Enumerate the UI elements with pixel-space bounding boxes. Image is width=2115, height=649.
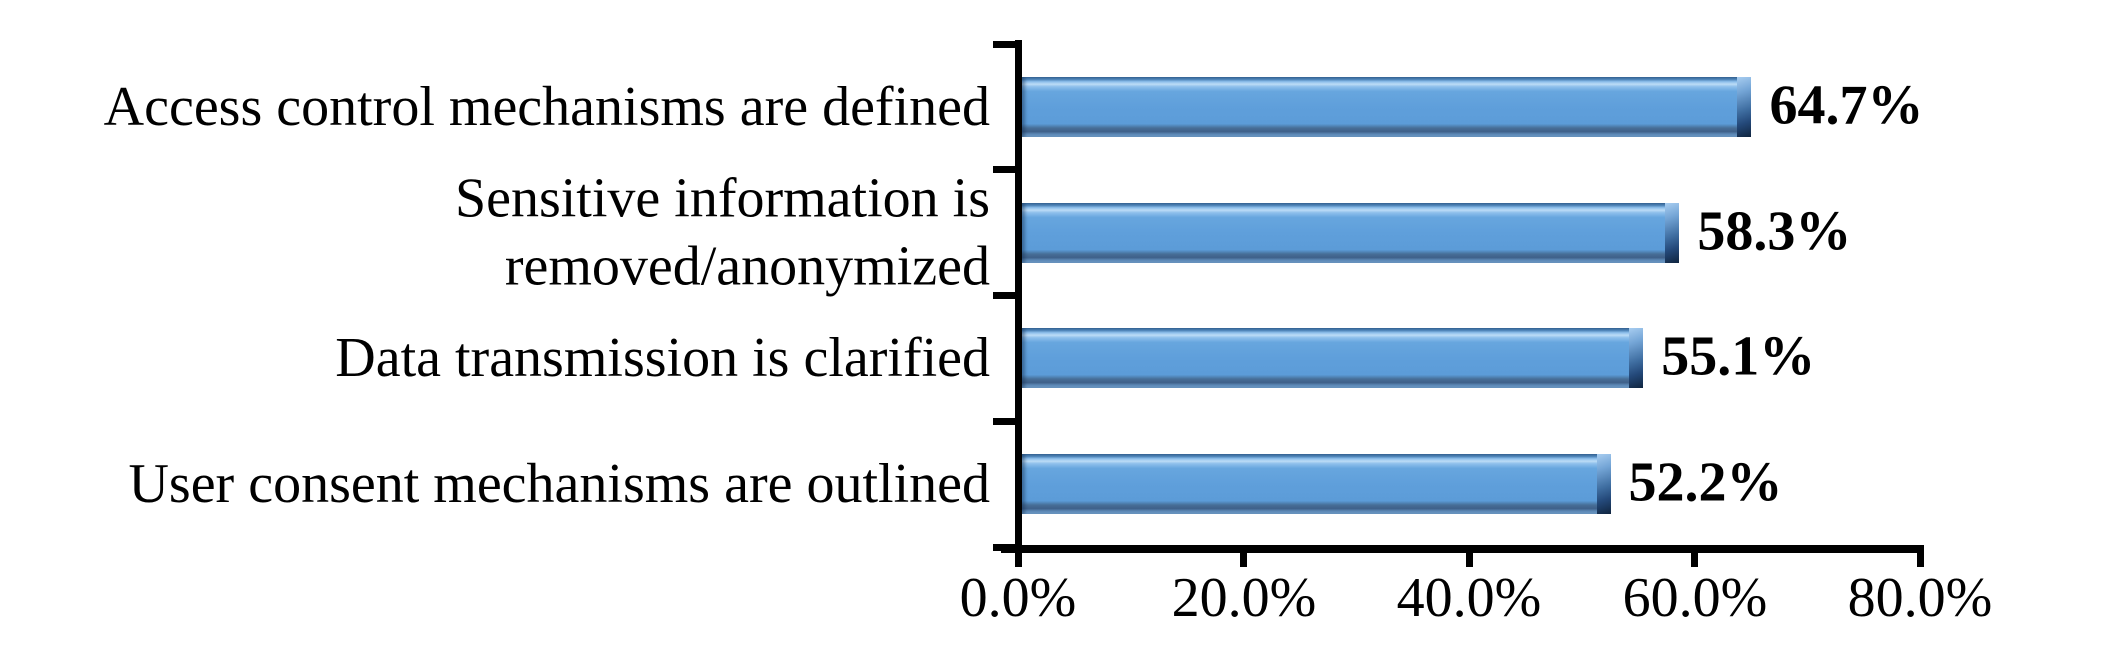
x-tick-mark: [1691, 545, 1698, 567]
bar: [1022, 76, 1751, 137]
bar: [1022, 202, 1679, 263]
x-axis-line: [1001, 545, 1923, 553]
y-tick-mark: [993, 166, 1015, 173]
x-tick-mark: [1466, 545, 1473, 567]
category-label: Access control mechanisms are defined: [103, 75, 990, 138]
x-tick-label: 40.0%: [1396, 567, 1542, 629]
category-label: Sensitive information is removed/anonymi…: [454, 167, 990, 298]
category-label: User consent mechanisms are outlined: [128, 452, 990, 515]
value-label: 58.3%: [1697, 200, 1852, 263]
value-label: 52.2%: [1628, 451, 1783, 514]
x-tick-label: 0.0%: [959, 567, 1077, 629]
y-axis-line: [1015, 40, 1022, 565]
x-tick-label: 60.0%: [1622, 567, 1768, 629]
value-label: 55.1%: [1661, 326, 1816, 389]
y-tick-mark: [993, 418, 1015, 425]
y-tick-mark: [993, 544, 1015, 551]
y-tick-mark: [993, 292, 1015, 299]
x-tick-mark: [1917, 545, 1924, 567]
x-tick-mark: [1015, 545, 1022, 567]
value-label: 64.7%: [1769, 74, 1924, 137]
y-tick-mark: [993, 41, 1015, 48]
x-tick-label: 80.0%: [1847, 567, 1993, 629]
bar: [1022, 454, 1611, 515]
bar: [1022, 328, 1643, 389]
x-tick-label: 20.0%: [1171, 567, 1317, 629]
category-label: Data transmission is clarified: [335, 327, 990, 390]
x-tick-mark: [1240, 545, 1247, 567]
